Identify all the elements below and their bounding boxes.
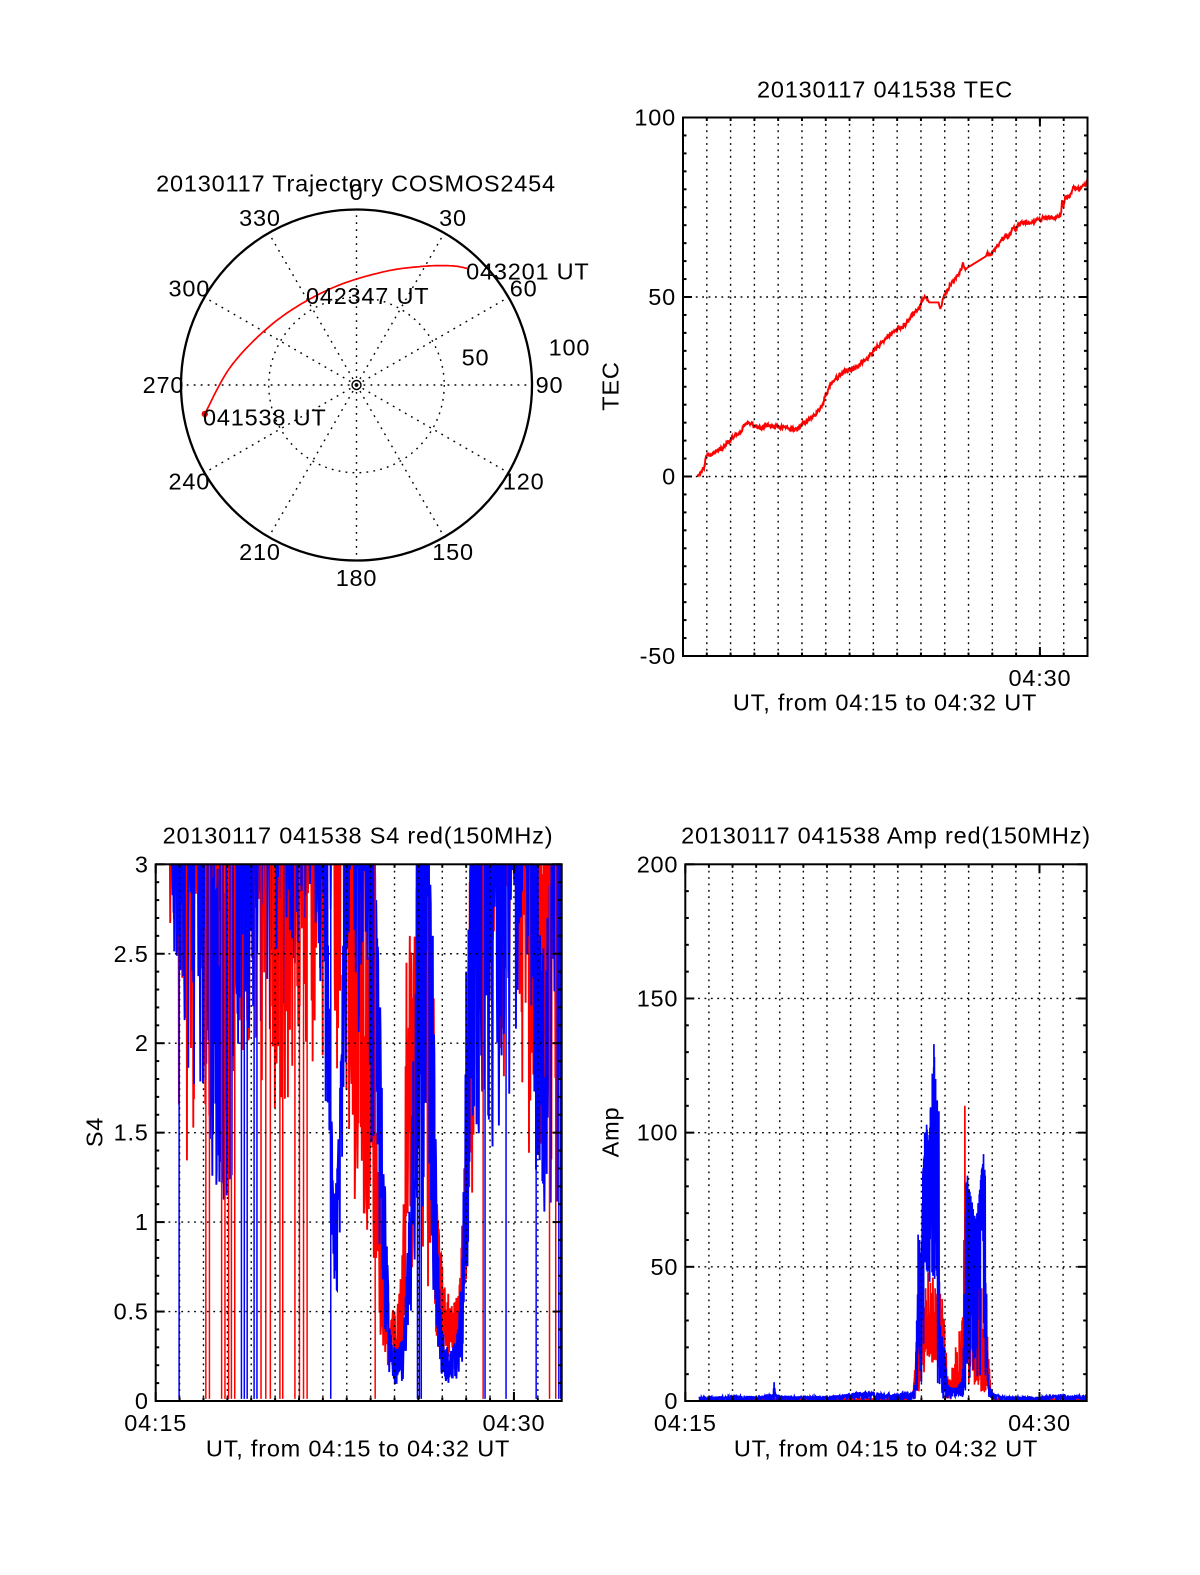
y-tick-label: 1	[135, 1209, 149, 1235]
polar-spoke	[355, 384, 445, 538]
y-tick-label: 50	[651, 1254, 679, 1280]
s4-panel: 0 0.5 1 1.5 2 2.5 3 04:15 04:30	[114, 851, 563, 1436]
tec-panel: -50 0 50 100 04:30	[634, 105, 1089, 691]
amp-ylabel: Amp	[597, 1106, 624, 1158]
y-tick-label: 0	[664, 1388, 678, 1414]
x-tick-label: 04:30	[1008, 1410, 1071, 1436]
y-tick-label: 100	[634, 105, 676, 131]
amp-title: 20130117 041538 Amp red(150MHz)	[681, 822, 1091, 849]
azimuth-label: 300	[169, 275, 211, 301]
polar-spoke	[204, 296, 357, 386]
azimuth-label: 60	[510, 275, 538, 301]
azimuth-label: 150	[432, 539, 474, 565]
amp-series	[698, 1105, 1087, 1402]
y-tick-label: 0	[135, 1388, 149, 1414]
trajectory-panel: 0 30 60 90 120 150 180 210 240 270 300 330 50 100 0415…	[143, 179, 591, 591]
amp-panel: 0 50 100 150 200 04:15 04:30	[637, 851, 1088, 1436]
s4-ylabel: S4	[81, 1116, 108, 1148]
trajectory-start-marker	[201, 410, 208, 418]
polar-spoke	[355, 232, 445, 386]
azimuth-label: 270	[143, 372, 185, 398]
amp-series	[698, 1044, 1087, 1402]
azimuth-label: 30	[439, 205, 467, 231]
x-tick-label: 04:15	[654, 1410, 717, 1436]
y-tick-label: 0.5	[114, 1299, 149, 1325]
azimuth-label: 90	[536, 372, 564, 398]
radius-label: 100	[549, 334, 591, 360]
axes-frame	[682, 116, 1089, 657]
tec-ylabel: TEC	[597, 361, 624, 411]
y-tick-label: 0	[662, 464, 676, 490]
trajectory-title: 20130117 Trajectory COSMOS2454	[156, 170, 556, 197]
trajectory-time-label: 043201 UT	[466, 259, 589, 285]
polar-center-dot	[354, 383, 359, 387]
polar-spoke	[268, 232, 358, 386]
x-tick-label: 04:30	[1009, 665, 1072, 691]
trajectory-time-label: 041538 UT	[203, 405, 326, 431]
polar-center-marker	[351, 379, 362, 391]
azimuth-label: 0	[350, 179, 364, 205]
polar-outer-circle	[179, 208, 534, 562]
tec-series	[696, 179, 1088, 478]
y-tick-label: -50	[640, 643, 676, 669]
y-tick-label: 100	[637, 1120, 679, 1146]
s4-xlabel: UT, from 04:15 to 04:32 UT	[205, 1435, 511, 1462]
azimuth-label: 120	[503, 469, 545, 495]
polar-spoke	[268, 384, 358, 538]
y-tick-label: 50	[648, 284, 676, 310]
y-tick-label: 150	[637, 985, 679, 1011]
y-tick-label: 2	[135, 1030, 149, 1056]
polar-spoke	[356, 384, 509, 474]
y-tick-label: 1.5	[114, 1120, 149, 1146]
trajectory-path	[204, 264, 468, 415]
azimuth-label: 330	[239, 205, 281, 231]
s4-spikes	[205, 864, 562, 1399]
radius-label: 50	[462, 345, 490, 371]
amp-xlabel: UT, from 04:15 to 04:32 UT	[733, 1435, 1039, 1462]
tec-title: 20130117 041538 TEC	[756, 76, 1014, 103]
x-tick-label: 04:30	[483, 1410, 546, 1436]
polar-spoke	[204, 384, 357, 474]
y-tick-label: 3	[135, 851, 149, 877]
tec-xlabel: UT, from 04:15 to 04:32 UT	[732, 689, 1038, 716]
polar-inner-circle	[268, 296, 445, 474]
polar-spoke	[356, 296, 509, 386]
x-tick-label: 04:15	[124, 1410, 187, 1436]
s4-title: 20130117 041538 S4 red(150MHz)	[162, 822, 554, 849]
y-tick-label: 2.5	[114, 941, 149, 967]
axes-frame	[684, 863, 1088, 1402]
y-tick-label: 200	[637, 851, 679, 877]
trajectory-time-label: 042347 UT	[306, 283, 429, 309]
azimuth-label: 180	[336, 565, 378, 591]
azimuth-label: 210	[239, 539, 281, 565]
azimuth-label: 240	[169, 469, 211, 495]
